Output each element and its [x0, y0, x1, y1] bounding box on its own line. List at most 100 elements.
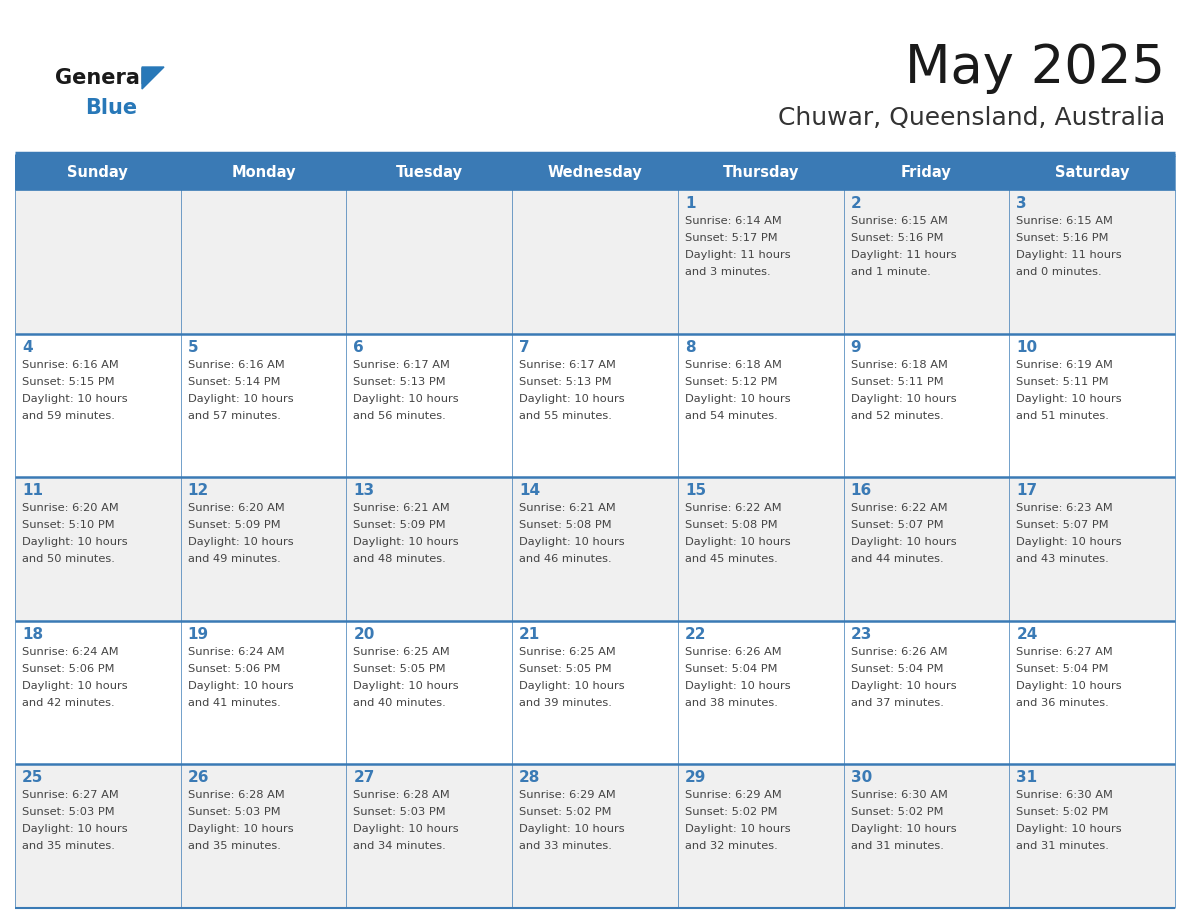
Text: Sunrise: 6:20 AM: Sunrise: 6:20 AM: [188, 503, 284, 513]
Text: 18: 18: [23, 627, 43, 642]
Bar: [181, 477, 347, 621]
Text: Daylight: 10 hours: Daylight: 10 hours: [23, 681, 127, 691]
Bar: [843, 765, 1010, 908]
Text: Sunset: 5:08 PM: Sunset: 5:08 PM: [684, 521, 777, 531]
Text: Daylight: 10 hours: Daylight: 10 hours: [188, 537, 293, 547]
Bar: [678, 477, 843, 621]
Bar: [678, 621, 843, 765]
Text: Daylight: 10 hours: Daylight: 10 hours: [851, 824, 956, 834]
Text: Sunset: 5:13 PM: Sunset: 5:13 PM: [519, 376, 612, 386]
Text: and 43 minutes.: and 43 minutes.: [1016, 554, 1110, 565]
Bar: [181, 765, 347, 908]
Text: Daylight: 10 hours: Daylight: 10 hours: [23, 824, 127, 834]
Text: 2: 2: [851, 196, 861, 211]
Text: Sunset: 5:07 PM: Sunset: 5:07 PM: [851, 521, 943, 531]
Text: Sunset: 5:16 PM: Sunset: 5:16 PM: [1016, 233, 1108, 243]
Text: Daylight: 10 hours: Daylight: 10 hours: [684, 537, 790, 547]
Bar: [1010, 477, 1175, 621]
Text: Sunrise: 6:26 AM: Sunrise: 6:26 AM: [851, 647, 947, 656]
Bar: [843, 333, 1010, 477]
Text: and 55 minutes.: and 55 minutes.: [519, 410, 612, 420]
Bar: [181, 190, 347, 333]
Text: Daylight: 10 hours: Daylight: 10 hours: [851, 394, 956, 404]
Text: Sunset: 5:02 PM: Sunset: 5:02 PM: [684, 808, 777, 817]
Bar: [843, 155, 1010, 190]
Text: Daylight: 10 hours: Daylight: 10 hours: [1016, 681, 1121, 691]
Text: 16: 16: [851, 483, 872, 498]
Bar: [347, 765, 512, 908]
Text: and 57 minutes.: and 57 minutes.: [188, 410, 280, 420]
Bar: [678, 765, 843, 908]
Text: and 48 minutes.: and 48 minutes.: [353, 554, 447, 565]
Text: and 41 minutes.: and 41 minutes.: [188, 698, 280, 708]
Text: Daylight: 11 hours: Daylight: 11 hours: [851, 250, 956, 260]
Bar: [15, 190, 181, 333]
Bar: [678, 333, 843, 477]
Bar: [1010, 333, 1175, 477]
Bar: [1010, 155, 1175, 190]
Text: and 39 minutes.: and 39 minutes.: [519, 698, 612, 708]
Text: Sunset: 5:14 PM: Sunset: 5:14 PM: [188, 376, 280, 386]
Text: Daylight: 10 hours: Daylight: 10 hours: [1016, 394, 1121, 404]
Text: and 40 minutes.: and 40 minutes.: [353, 698, 447, 708]
Text: Sunset: 5:03 PM: Sunset: 5:03 PM: [188, 808, 280, 817]
Polygon shape: [143, 67, 164, 89]
Text: 10: 10: [1016, 340, 1037, 354]
Text: Sunrise: 6:28 AM: Sunrise: 6:28 AM: [188, 790, 284, 800]
Text: Sunset: 5:05 PM: Sunset: 5:05 PM: [519, 664, 612, 674]
Text: Sunset: 5:16 PM: Sunset: 5:16 PM: [851, 233, 943, 243]
Text: and 31 minutes.: and 31 minutes.: [1016, 842, 1110, 851]
Text: Sunset: 5:03 PM: Sunset: 5:03 PM: [23, 808, 114, 817]
Bar: [15, 621, 181, 765]
Text: 24: 24: [1016, 627, 1037, 642]
Text: and 35 minutes.: and 35 minutes.: [23, 842, 115, 851]
Text: Sunrise: 6:24 AM: Sunrise: 6:24 AM: [188, 647, 284, 656]
Text: Daylight: 10 hours: Daylight: 10 hours: [23, 537, 127, 547]
Text: Sunrise: 6:24 AM: Sunrise: 6:24 AM: [23, 647, 119, 656]
Text: Sunrise: 6:28 AM: Sunrise: 6:28 AM: [353, 790, 450, 800]
Bar: [15, 765, 181, 908]
Text: Sunset: 5:10 PM: Sunset: 5:10 PM: [23, 521, 114, 531]
Text: Daylight: 10 hours: Daylight: 10 hours: [353, 824, 459, 834]
Text: and 46 minutes.: and 46 minutes.: [519, 554, 612, 565]
Text: 4: 4: [23, 340, 32, 354]
Text: Sunset: 5:11 PM: Sunset: 5:11 PM: [1016, 376, 1108, 386]
Text: Sunrise: 6:29 AM: Sunrise: 6:29 AM: [519, 790, 615, 800]
Text: and 42 minutes.: and 42 minutes.: [23, 698, 114, 708]
Text: and 34 minutes.: and 34 minutes.: [353, 842, 447, 851]
Text: General: General: [55, 68, 147, 88]
Text: 23: 23: [851, 627, 872, 642]
Text: Sunset: 5:04 PM: Sunset: 5:04 PM: [1016, 664, 1108, 674]
Text: Daylight: 10 hours: Daylight: 10 hours: [23, 394, 127, 404]
Text: 30: 30: [851, 770, 872, 786]
Text: 11: 11: [23, 483, 43, 498]
Text: Tuesday: Tuesday: [396, 165, 463, 180]
Text: and 56 minutes.: and 56 minutes.: [353, 410, 447, 420]
Text: and 50 minutes.: and 50 minutes.: [23, 554, 115, 565]
Text: and 0 minutes.: and 0 minutes.: [1016, 267, 1102, 277]
Text: Sunrise: 6:17 AM: Sunrise: 6:17 AM: [519, 360, 617, 370]
Text: Daylight: 10 hours: Daylight: 10 hours: [353, 681, 459, 691]
Text: and 38 minutes.: and 38 minutes.: [684, 698, 778, 708]
Text: Sunrise: 6:20 AM: Sunrise: 6:20 AM: [23, 503, 119, 513]
Text: and 44 minutes.: and 44 minutes.: [851, 554, 943, 565]
Text: Sunset: 5:07 PM: Sunset: 5:07 PM: [1016, 521, 1108, 531]
Bar: [678, 190, 843, 333]
Text: Daylight: 10 hours: Daylight: 10 hours: [519, 394, 625, 404]
Text: Sunrise: 6:30 AM: Sunrise: 6:30 AM: [851, 790, 948, 800]
Text: 15: 15: [684, 483, 706, 498]
Text: and 3 minutes.: and 3 minutes.: [684, 267, 771, 277]
Bar: [512, 333, 678, 477]
Text: 13: 13: [353, 483, 374, 498]
Text: Sunday: Sunday: [68, 165, 128, 180]
Text: Monday: Monday: [232, 165, 296, 180]
Text: Sunrise: 6:21 AM: Sunrise: 6:21 AM: [353, 503, 450, 513]
Text: and 45 minutes.: and 45 minutes.: [684, 554, 778, 565]
Bar: [843, 190, 1010, 333]
Text: Daylight: 10 hours: Daylight: 10 hours: [188, 394, 293, 404]
Text: 1: 1: [684, 196, 695, 211]
Text: Sunset: 5:02 PM: Sunset: 5:02 PM: [1016, 808, 1108, 817]
Text: Sunrise: 6:14 AM: Sunrise: 6:14 AM: [684, 216, 782, 226]
Text: Sunrise: 6:22 AM: Sunrise: 6:22 AM: [851, 503, 947, 513]
Text: Sunset: 5:17 PM: Sunset: 5:17 PM: [684, 233, 777, 243]
